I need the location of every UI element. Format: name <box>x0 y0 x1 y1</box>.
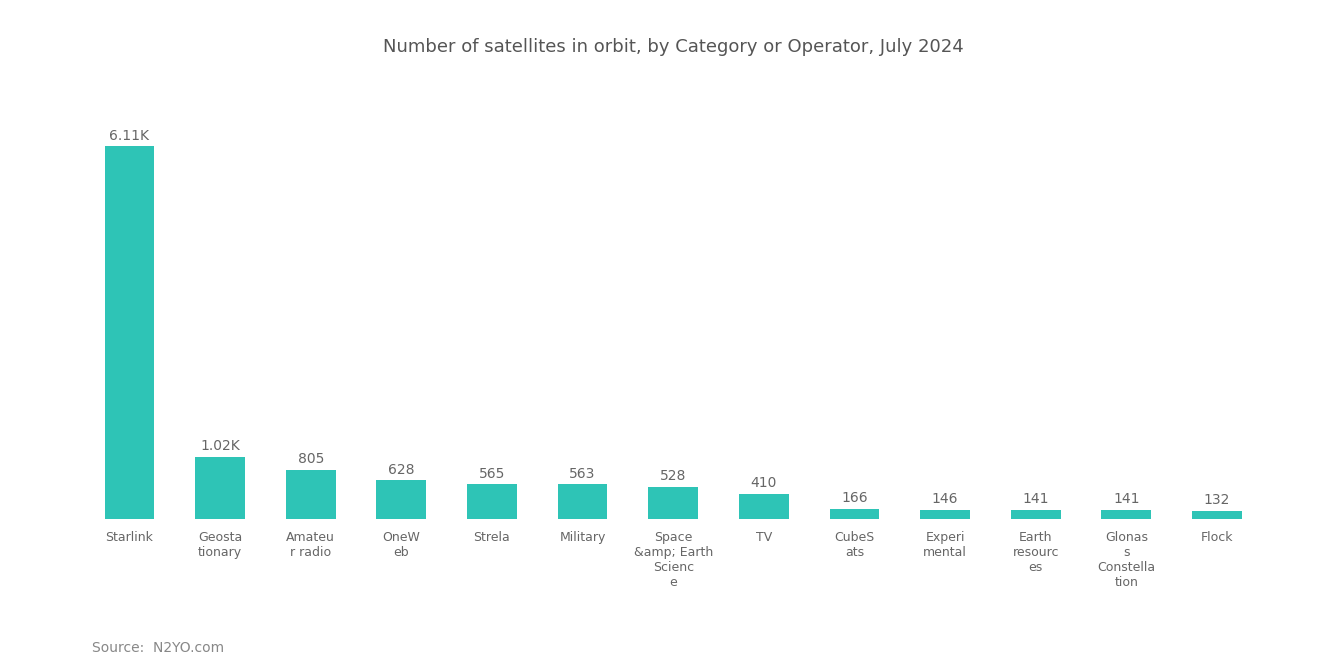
Bar <box>1101 510 1151 519</box>
Text: 628: 628 <box>388 463 414 477</box>
Text: 132: 132 <box>1204 493 1230 507</box>
Bar <box>195 456 246 519</box>
Bar <box>739 493 789 519</box>
Text: 141: 141 <box>1113 493 1139 507</box>
Text: 563: 563 <box>569 467 595 481</box>
Text: 141: 141 <box>1023 493 1049 507</box>
Bar <box>285 469 335 519</box>
Text: 528: 528 <box>660 469 686 483</box>
Bar <box>920 510 970 519</box>
Bar <box>557 484 607 519</box>
Text: Source:  N2YO.com: Source: N2YO.com <box>92 641 224 655</box>
Title: Number of satellites in orbit, by Category or Operator, July 2024: Number of satellites in orbit, by Catego… <box>383 38 964 56</box>
Text: 410: 410 <box>751 476 777 490</box>
Bar <box>104 146 154 519</box>
Bar <box>376 480 426 519</box>
Bar <box>1192 511 1242 519</box>
Text: 6.11K: 6.11K <box>110 128 149 142</box>
Bar <box>829 509 879 519</box>
Text: 166: 166 <box>841 491 867 505</box>
Bar <box>467 484 517 519</box>
Bar <box>648 487 698 519</box>
Text: 805: 805 <box>297 452 323 466</box>
Text: 1.02K: 1.02K <box>201 439 240 453</box>
Text: 146: 146 <box>932 492 958 506</box>
Bar <box>1011 510 1061 519</box>
Text: 565: 565 <box>479 467 506 481</box>
